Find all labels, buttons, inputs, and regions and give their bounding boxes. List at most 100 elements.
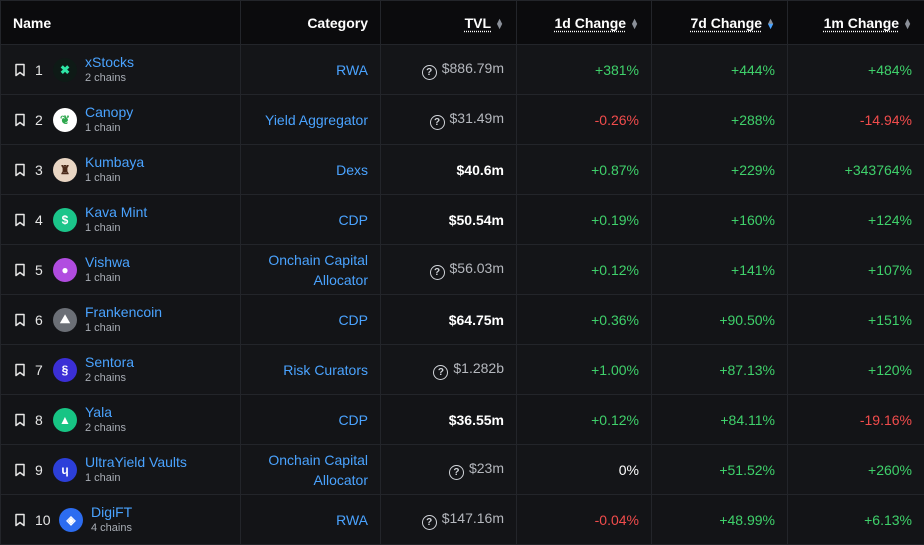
chains-count: 1 chain [85,122,121,134]
header-7d-change-sort[interactable]: 7d Change ▲ ▼ [651,0,788,45]
header-1d-change-sort[interactable]: 1d Change ▲ ▼ [516,0,652,45]
change-7d-value: +87.13% [719,361,775,378]
header-1m-change-label[interactable]: 1m Change [823,14,900,31]
table-row[interactable]: 5 ● Vishwa 1 chain Onchain Capital Alloca… [0,244,924,295]
bookmark-icon[interactable] [13,113,27,127]
question-icon[interactable]: ? [429,114,445,130]
change-7d-value: +288% [731,111,775,128]
category-link[interactable]: Onchain Capital Allocator [268,452,368,488]
bookmark-icon[interactable] [13,263,27,277]
change-1m-cell: -19.16% [787,394,924,445]
protocol-name-link[interactable]: Sentora [85,354,135,370]
category-link[interactable]: Dexs [336,161,368,178]
change-1d-cell: +0.87% [516,144,652,195]
category-link[interactable]: CDP [338,311,368,328]
change-1d-value: +1.00% [591,361,639,378]
category-link[interactable]: RWA [336,61,368,78]
change-1m-value: +151% [868,311,912,328]
bookmark-icon[interactable] [13,513,27,527]
tvl-value: $23m [468,459,504,476]
protocol-info: Frankencoin 1 chain [85,304,162,335]
tvl-value: $40.6m [456,161,504,178]
table-row[interactable]: 9 ɥ UltraYield Vaults 1 chain Onchain Ca… [0,444,924,495]
bookmark-icon[interactable] [13,213,27,227]
name-cell: 6 ⛰ Frankencoin 1 chain [0,294,241,345]
protocol-name-link[interactable]: UltraYield Vaults [85,454,187,470]
kumbaya-logo-icon: ♜ [53,157,77,182]
category-link[interactable]: Risk Curators [283,361,368,378]
name-cell: 2 ❦ Canopy 1 chain [0,94,241,145]
table-row[interactable]: 2 ❦ Canopy 1 chain Yield Aggregator ? $31… [0,94,924,145]
table-row[interactable]: 8 ▲ Yala 2 chains CDP $36.55m +0.12% +84… [0,394,924,445]
sort-arrows-icon[interactable]: ▲ ▼ [630,15,639,31]
protocol-name-link[interactable]: Canopy [85,104,134,120]
table-row[interactable]: 7 § Sentora 2 chains Risk Curators ? $1.2… [0,344,924,395]
header-tvl-label[interactable]: TVL [464,14,492,31]
header-category: Category [240,0,381,45]
protocol-info: Canopy 1 chain [85,104,133,135]
protocol-name-link[interactable]: Yala [85,404,112,420]
table-row[interactable]: 3 ♜ Kumbaya 1 chain Dexs $40.6m +0.87% +… [0,144,924,195]
question-icon[interactable]: ? [421,514,437,530]
name-cell: 10 ◈ DigiFT 4 chains [0,494,241,545]
category-line-2[interactable]: Allocator [313,271,368,288]
digift-logo-icon: ◈ [59,507,83,532]
protocol-name-link[interactable]: Kumbaya [85,154,145,170]
tvl-cell: $50.54m [380,194,517,245]
rank-number: 4 [35,211,43,228]
question-icon[interactable]: ? [433,364,449,380]
protocol-name-link[interactable]: DigiFT [91,504,133,520]
bookmark-icon[interactable] [13,313,27,327]
tvl-cell: ? $147.16m [380,494,517,545]
rank-number: 1 [35,61,43,78]
change-7d-cell: +90.50% [651,294,788,345]
change-1d-cell: -0.04% [516,494,652,545]
table-row[interactable]: 10 ◈ DigiFT 4 chains RWA ? $147.16m -0.04… [0,494,924,545]
change-7d-value: +90.50% [719,311,775,328]
change-1m-value: +124% [868,211,912,228]
protocol-name-link[interactable]: Kava Mint [85,204,148,220]
name-cell: 5 ● Vishwa 1 chain [0,244,241,295]
category-link[interactable]: Yield Aggregator [265,111,368,128]
tvl-value: $147.16m [441,509,504,526]
protocol-name-link[interactable]: Vishwa [85,254,130,270]
category-line-1[interactable]: Onchain Capital [268,451,368,468]
protocol-info: Kumbaya 1 chain [85,154,144,185]
sort-arrows-icon[interactable]: ▲ ▼ [495,15,504,31]
bookmark-icon[interactable] [13,63,27,77]
rank-number: 7 [35,361,43,378]
tvl-value: $64.75m [448,311,504,328]
bookmark-icon[interactable] [13,463,27,477]
question-icon[interactable]: ? [421,64,437,80]
bookmark-icon[interactable] [13,163,27,177]
protocol-name-link[interactable]: Frankencoin [85,304,163,320]
protocol-info: xStocks 2 chains [85,54,134,85]
category-link[interactable]: Onchain Capital Allocator [268,252,368,288]
bookmark-icon[interactable] [13,413,27,427]
question-icon[interactable]: ? [429,264,445,280]
change-1d-value: -0.26% [594,111,639,128]
category-line-1[interactable]: Onchain Capital [268,251,368,268]
header-name: Name [0,0,241,45]
category-line-2[interactable]: Allocator [313,471,368,488]
sort-arrows-icon[interactable]: ▲ ▼ [903,15,912,31]
table-row[interactable]: 4 $ Kava Mint 1 chain CDP $50.54m +0.19%… [0,194,924,245]
sort-desc-active-icon[interactable]: ▲ ▼ [766,15,775,31]
category-cell: Onchain Capital Allocator [240,244,381,295]
question-icon[interactable]: ? [448,464,464,480]
category-link[interactable]: CDP [338,211,368,228]
protocol-info: Yala 2 chains [85,404,126,435]
header-tvl-sort[interactable]: TVL ▲ ▼ [380,0,517,45]
header-1m-change-sort[interactable]: 1m Change ▲ ▼ [787,0,924,45]
table-row[interactable]: 1 ✖ xStocks 2 chains RWA ? $886.79m +381%… [0,44,924,95]
category-link[interactable]: RWA [336,511,368,528]
category-link[interactable]: CDP [338,411,368,428]
chains-count: 4 chains [91,522,132,534]
header-1d-change-label[interactable]: 1d Change [554,14,627,31]
tvl-cell: ? $23m [380,444,517,495]
protocol-name-link[interactable]: xStocks [85,54,135,70]
header-7d-change-label[interactable]: 7d Change [690,14,763,31]
table-row[interactable]: 6 ⛰ Frankencoin 1 chain CDP $64.75m +0.3… [0,294,924,345]
bookmark-icon[interactable] [13,363,27,377]
name-cell: 9 ɥ UltraYield Vaults 1 chain [0,444,241,495]
